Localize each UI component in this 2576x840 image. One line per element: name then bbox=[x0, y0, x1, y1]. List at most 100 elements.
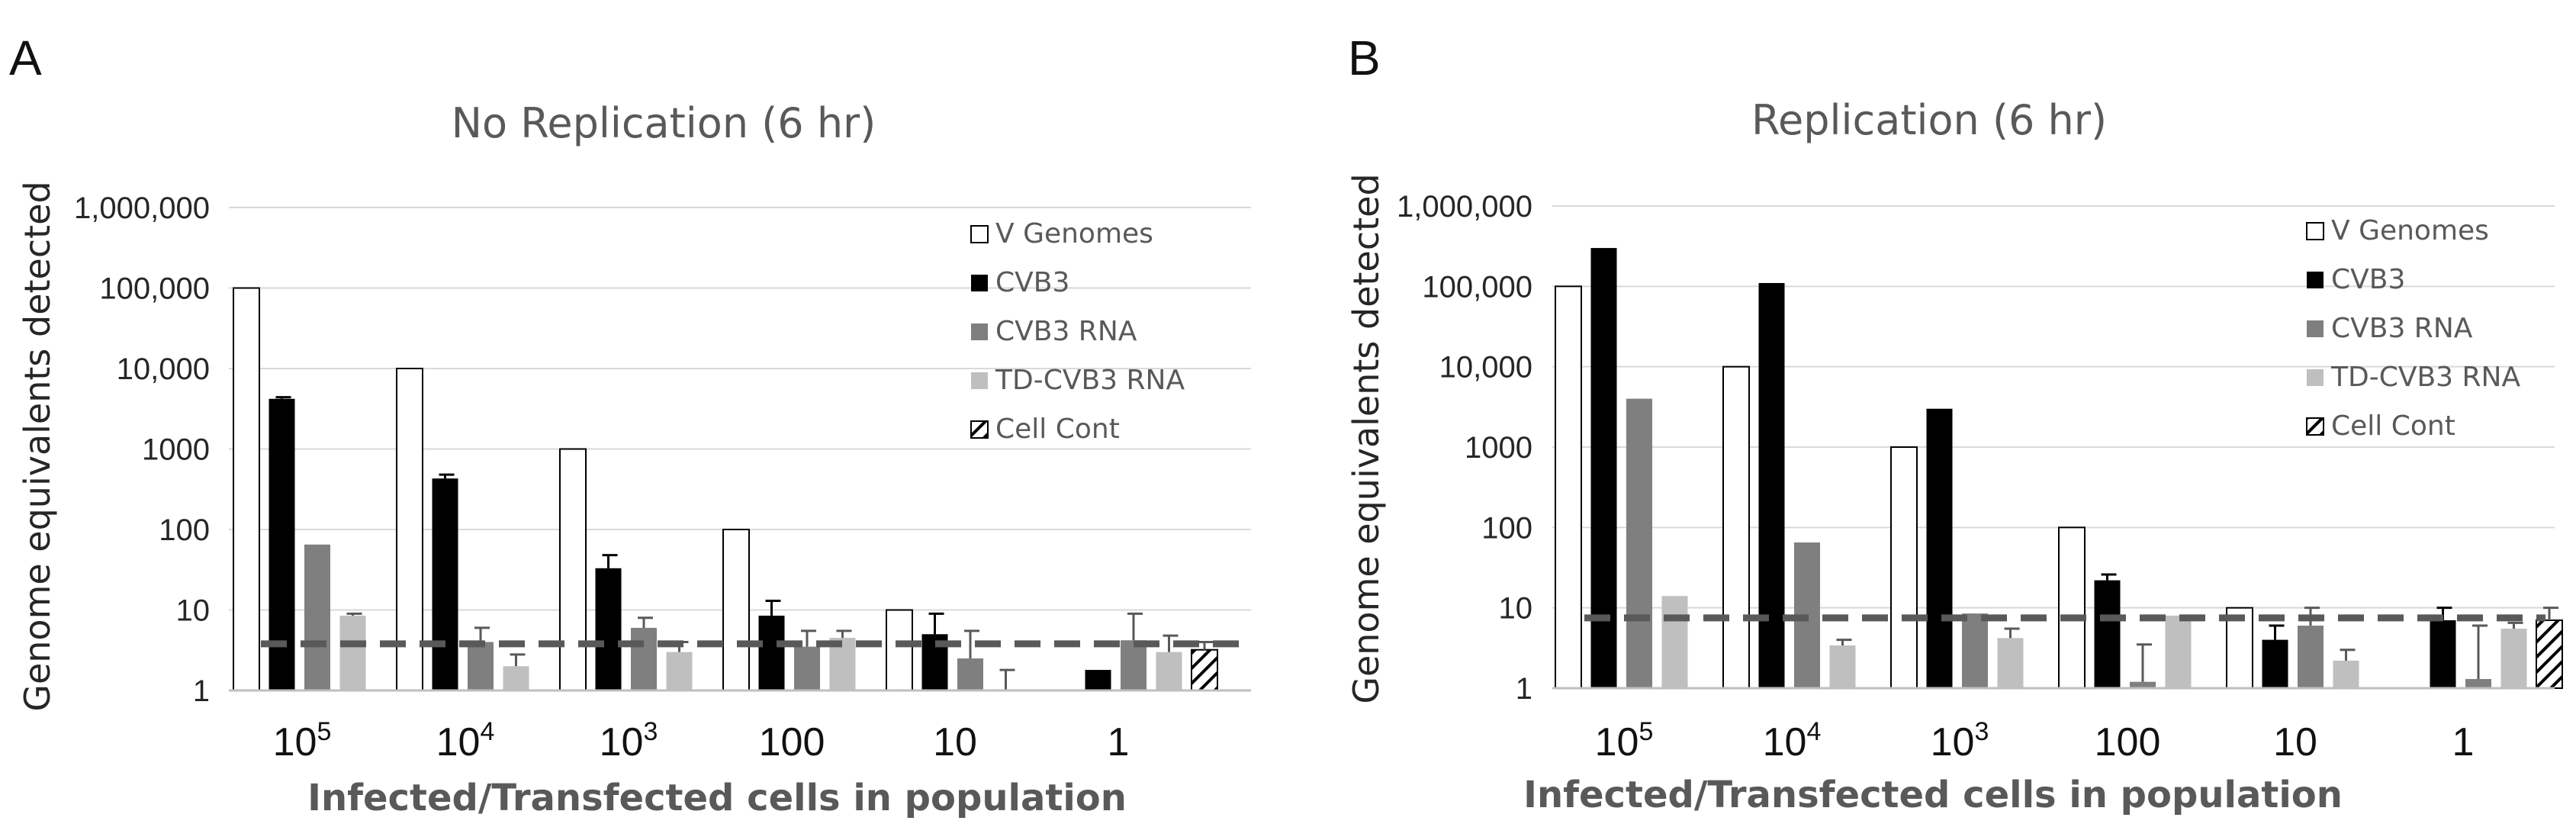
x-tick-label: 105 bbox=[273, 717, 332, 764]
bar-v_genomes-2 bbox=[559, 448, 587, 691]
bar-v_genomes-3 bbox=[2058, 526, 2086, 689]
legend-label-cell_cont: Cell Cont bbox=[2331, 410, 2455, 442]
legend-label-cvb3_rna: CVB3 RNA bbox=[2331, 313, 2473, 344]
x-tick-label: 103 bbox=[1931, 717, 1989, 764]
x-tick-label: 100 bbox=[2095, 720, 2161, 764]
legend-swatch-cvb3_rna bbox=[2307, 320, 2324, 337]
x-tick-label: 105 bbox=[1595, 717, 1654, 764]
x-tick-label: 104 bbox=[436, 717, 495, 764]
bar-cvb3_rna-5 bbox=[1121, 640, 1146, 690]
legend-swatch-v_genomes bbox=[2306, 222, 2324, 240]
bar-cvb3-3 bbox=[758, 615, 785, 690]
bar-td_cvb3_rna-2 bbox=[666, 652, 693, 690]
legend-swatch-cell_cont bbox=[970, 420, 989, 439]
x-tick-label: 1 bbox=[1108, 720, 1130, 764]
legend-label-cell_cont: Cell Cont bbox=[995, 414, 1120, 445]
legend-swatch-td_cvb3_rna bbox=[2307, 369, 2324, 386]
legend-label-td_cvb3_rna: TD-CVB3 RNA bbox=[2330, 362, 2520, 393]
y-tick-label: 1 bbox=[1516, 672, 1532, 706]
bar-td_cvb3_rna-5 bbox=[1156, 652, 1182, 690]
panel-a: A No Replication (6 hr) Genome equivalen… bbox=[9, 31, 1251, 819]
bar-cvb3-1 bbox=[432, 478, 458, 690]
panel-label-b: B bbox=[1348, 31, 1381, 85]
y-tick-label: 10 bbox=[176, 594, 211, 628]
y-tick-label: 10,000 bbox=[1439, 351, 1532, 385]
chart-title: No Replication (6 hr) bbox=[452, 99, 876, 147]
chart-b-svg: B Replication (6 hr) Genome equivalents … bbox=[1346, 31, 2563, 816]
legend-swatch-cvb3 bbox=[971, 275, 988, 291]
chart-title: Replication (6 hr) bbox=[1751, 96, 2107, 144]
bar-td_cvb3_rna-4 bbox=[2333, 660, 2359, 688]
x-axis-label: Infected/Transfected cells in population bbox=[307, 777, 1127, 819]
bar-cell_cont-5 bbox=[1191, 649, 1218, 691]
x-tick-label: 10 bbox=[933, 720, 977, 764]
bar-v_genomes-1 bbox=[1722, 365, 1750, 689]
bar-td_cvb3_rna-5 bbox=[2500, 629, 2527, 688]
bar-cvb3_rna-4 bbox=[2298, 626, 2324, 688]
y-tick-label: 1000 bbox=[1465, 431, 1532, 465]
x-tick-label: 100 bbox=[759, 720, 825, 764]
legend-swatch-cvb3_rna bbox=[971, 323, 988, 340]
legend-label-cvb3_rna: CVB3 RNA bbox=[995, 316, 1137, 347]
bar-td_cvb3_rna-1 bbox=[1829, 645, 1856, 688]
x-tick-label: 10 bbox=[2273, 720, 2317, 764]
y-axis-label: Genome equivalents detected bbox=[17, 181, 58, 711]
y-tick-label: 10,000 bbox=[117, 352, 210, 386]
y-tick-label: 10 bbox=[1499, 592, 1533, 626]
bar-cvb3-5 bbox=[2430, 620, 2456, 688]
bar-cvb3-4 bbox=[2262, 639, 2288, 688]
y-tick-label: 1,000,000 bbox=[74, 191, 210, 225]
y-tick-label: 100 bbox=[1481, 511, 1532, 545]
bar-cvb3_rna-3 bbox=[2130, 681, 2156, 688]
bar-cvb3-2 bbox=[1926, 408, 1953, 688]
chart-a-svg: A No Replication (6 hr) Genome equivalen… bbox=[9, 31, 1251, 819]
x-axis-label: Infected/Transfected cells in population bbox=[1523, 774, 2343, 816]
bar-cvb3_rna-0 bbox=[304, 544, 330, 690]
bar-v_genomes-0 bbox=[233, 287, 260, 691]
y-tick-label: 1,000,000 bbox=[1397, 190, 1532, 224]
bar-cvb3_rna-4 bbox=[957, 658, 983, 690]
bar-cvb3-3 bbox=[2094, 580, 2121, 688]
bar-td_cvb3_rna-0 bbox=[339, 615, 366, 690]
bar-cvb3-0 bbox=[1590, 248, 1617, 689]
bar-v_genomes-1 bbox=[396, 368, 423, 691]
legend-swatch-td_cvb3_rna bbox=[971, 372, 988, 389]
bar-td_cvb3_rna-1 bbox=[503, 666, 529, 690]
panel-label-a: A bbox=[9, 31, 42, 85]
legend-label-v_genomes: V Genomes bbox=[995, 218, 1153, 249]
bar-cvb3_rna-5 bbox=[2465, 678, 2491, 688]
bar-cvb3_rna-2 bbox=[1962, 613, 1988, 688]
legend-swatch-cell_cont bbox=[2306, 417, 2324, 436]
bar-cvb3_rna-3 bbox=[794, 646, 820, 690]
bar-v_genomes-3 bbox=[722, 529, 750, 691]
bar-cvb3_rna-2 bbox=[631, 627, 657, 690]
y-tick-label: 1000 bbox=[142, 433, 210, 467]
bar-cvb3-1 bbox=[1758, 282, 1785, 689]
x-tick-label: 103 bbox=[600, 717, 658, 764]
bar-cvb3_rna-0 bbox=[1626, 398, 1652, 688]
x-tick-label: 104 bbox=[1763, 717, 1822, 764]
legend-swatch-cvb3 bbox=[2307, 272, 2324, 288]
bar-cell_cont-5 bbox=[2536, 619, 2563, 690]
x-tick-label: 1 bbox=[2452, 720, 2475, 764]
legend-label-v_genomes: V Genomes bbox=[2331, 215, 2489, 246]
legend-label-cvb3: CVB3 bbox=[995, 267, 1069, 298]
y-tick-label: 100 bbox=[159, 513, 210, 547]
bar-td_cvb3_rna-0 bbox=[1661, 596, 1688, 688]
legend-label-cvb3: CVB3 bbox=[2331, 264, 2405, 295]
y-tick-label: 100,000 bbox=[99, 272, 210, 306]
y-axis-label: Genome equivalents detected bbox=[1346, 173, 1387, 703]
bar-cvb3-2 bbox=[595, 568, 622, 690]
legend-label-td_cvb3_rna: TD-CVB3 RNA bbox=[995, 365, 1185, 396]
bar-cvb3_rna-1 bbox=[468, 642, 494, 690]
bar-cvb3-5 bbox=[1085, 670, 1111, 690]
bar-td_cvb3_rna-2 bbox=[1997, 638, 2024, 688]
bar-td_cvb3_rna-3 bbox=[2165, 615, 2192, 688]
bar-v_genomes-0 bbox=[1555, 285, 1582, 690]
legend-swatch-v_genomes bbox=[970, 225, 989, 243]
y-tick-label: 1 bbox=[193, 674, 210, 708]
y-tick-label: 100,000 bbox=[1422, 270, 1532, 304]
bar-v_genomes-2 bbox=[1890, 446, 1918, 689]
panel-b: B Replication (6 hr) Genome equivalents … bbox=[1288, 0, 2576, 840]
bar-v_genomes-4 bbox=[886, 609, 913, 691]
